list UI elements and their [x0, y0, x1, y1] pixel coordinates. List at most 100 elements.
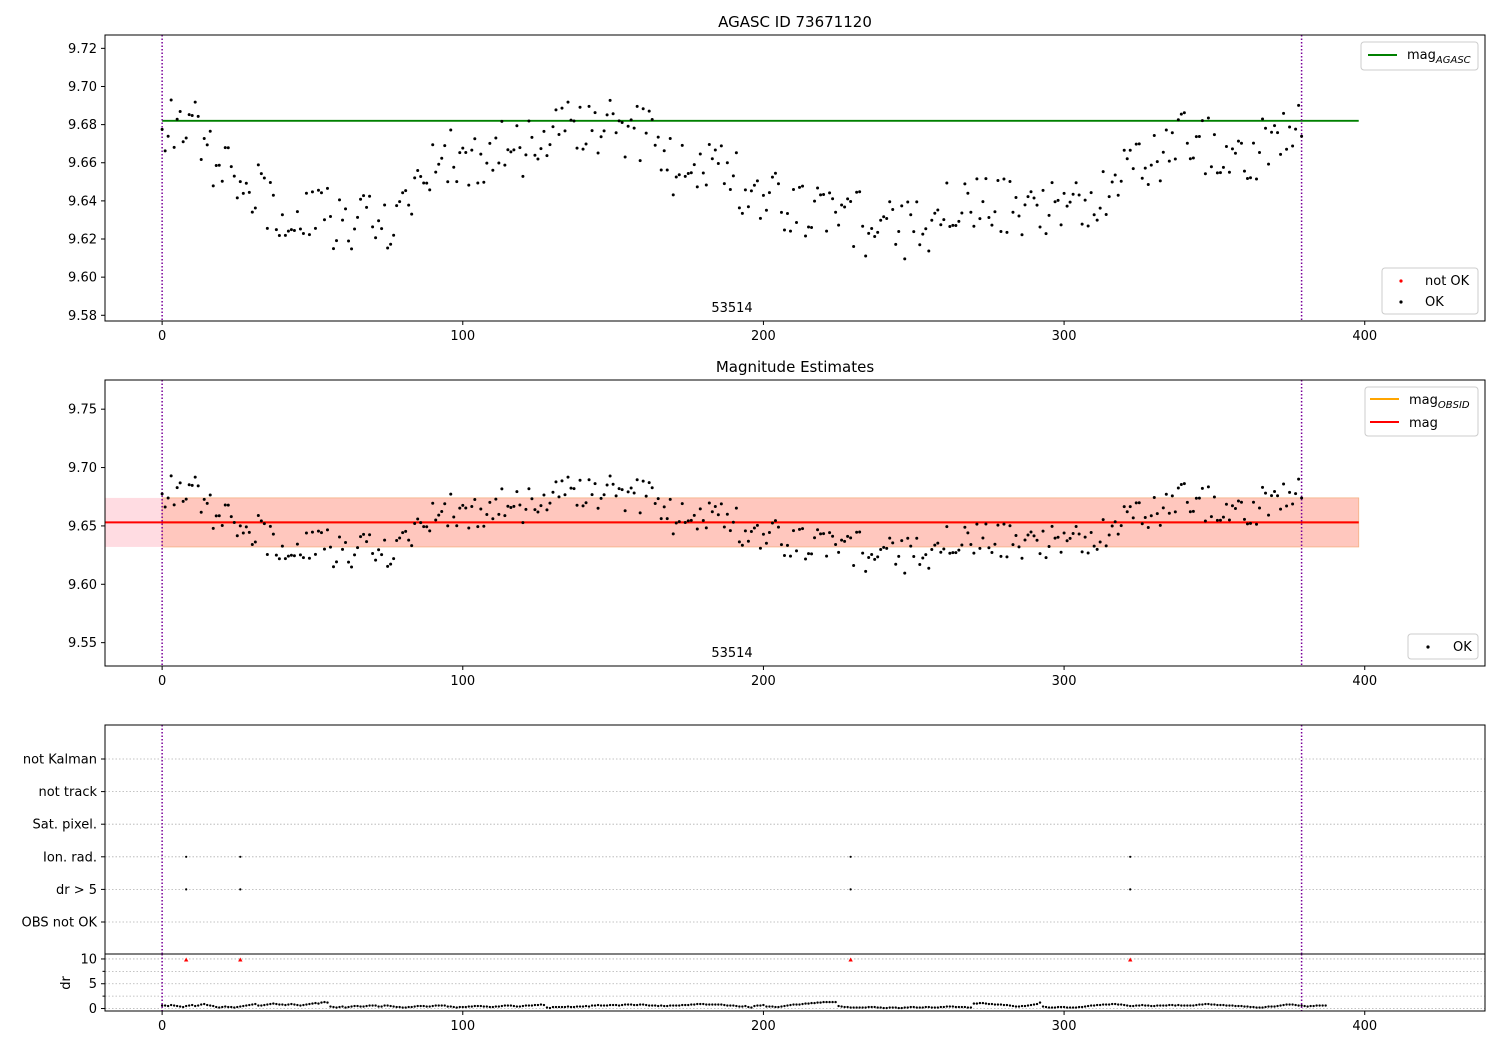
ok-point: [401, 531, 405, 535]
dr-point: [1246, 1005, 1249, 1008]
dr-point: [599, 1004, 603, 1007]
dr-point: [996, 1003, 1000, 1006]
ok-point: [743, 529, 747, 533]
dr-point: [690, 1003, 693, 1006]
ok-point: [906, 200, 910, 204]
dr-point: [434, 1004, 437, 1007]
dr-point: [440, 1004, 443, 1007]
dr-point: [1029, 1003, 1033, 1007]
ok-point: [1086, 224, 1090, 228]
ok-point: [822, 532, 826, 536]
ok-point: [292, 228, 296, 232]
ok-point: [395, 538, 399, 542]
ok-point: [855, 530, 859, 534]
dr-point: [828, 1000, 831, 1004]
ok-point: [316, 188, 320, 192]
x-tick-label: 100: [450, 329, 475, 344]
ok-point: [798, 185, 802, 189]
ok-point: [428, 529, 432, 533]
ok-point: [1282, 111, 1286, 115]
ok-point: [425, 181, 429, 185]
ok-point: [593, 111, 597, 115]
ok-point: [1242, 517, 1246, 521]
dr-point: [190, 1003, 194, 1007]
x-tick-label: 400: [1352, 1019, 1377, 1034]
ok-point: [969, 210, 973, 214]
ok-point: [551, 125, 555, 129]
ok-point: [524, 153, 528, 157]
dr-point: [266, 1003, 269, 1006]
ok-point: [557, 495, 561, 499]
dr-point: [554, 1005, 558, 1009]
ok-point: [1248, 521, 1252, 525]
dr-point: [212, 1004, 215, 1008]
ok-point: [244, 181, 248, 185]
dr-point: [993, 1003, 997, 1006]
dr-point: [239, 1005, 242, 1008]
ok-point: [1068, 536, 1072, 540]
ok-point: [515, 490, 519, 494]
ok-point: [644, 131, 648, 135]
ok-point: [581, 504, 585, 508]
dr-point: [1315, 1004, 1318, 1007]
ok-point: [629, 486, 633, 490]
ok-point: [1044, 232, 1048, 236]
dr-point: [482, 1005, 486, 1008]
dr-point: [419, 1004, 422, 1008]
ok-point: [268, 524, 272, 528]
ok-point: [807, 225, 811, 229]
dr-point: [302, 1003, 305, 1007]
dr-point: [233, 1006, 236, 1009]
dr-point: [1168, 1003, 1171, 1007]
dr-point: [852, 1006, 855, 1009]
ok-point: [1131, 516, 1135, 520]
ok-point: [1152, 496, 1156, 500]
ok-point: [193, 475, 197, 479]
ok-point: [199, 510, 203, 514]
ok-point: [319, 531, 323, 535]
y-tick-label: 9.60: [68, 271, 97, 286]
ok-point: [770, 175, 774, 179]
ok-point: [184, 497, 188, 501]
ok-point: [903, 257, 907, 261]
ok-point: [458, 506, 462, 510]
ok-point: [536, 157, 540, 161]
dr-point: [693, 1003, 696, 1006]
dr-point: [1306, 1005, 1309, 1008]
ok-point: [692, 163, 696, 167]
ok-point: [1092, 213, 1096, 217]
ok-point: [344, 207, 348, 211]
ok-point: [825, 229, 829, 233]
ok-point: [782, 228, 786, 232]
ok-point: [1008, 179, 1012, 183]
ok-point: [596, 151, 600, 155]
dr-point: [954, 1005, 958, 1009]
ok-point: [374, 236, 378, 240]
ok-point: [924, 553, 928, 557]
ok-point: [244, 525, 248, 529]
ok-point: [614, 494, 618, 498]
ok-point: [1197, 134, 1201, 138]
ok-point: [662, 505, 666, 509]
ok-point: [214, 514, 218, 518]
ok-point: [933, 543, 937, 547]
dr-point: [744, 1004, 747, 1008]
ok-point: [864, 569, 868, 573]
ok-point: [166, 496, 170, 500]
dr-point: [530, 1004, 534, 1007]
ok-point: [957, 219, 961, 223]
ok-point: [671, 193, 675, 197]
ok-point: [740, 211, 744, 215]
ok-point: [419, 521, 423, 525]
ok-point: [223, 503, 227, 507]
dr-point: [1321, 1004, 1324, 1007]
ok-point: [542, 493, 546, 497]
dr-point: [641, 1003, 645, 1006]
dr-point: [287, 1003, 290, 1006]
magnitude-points: [160, 474, 1304, 575]
dr-point: [410, 1005, 413, 1009]
ok-point: [347, 239, 351, 243]
ok-point: [1239, 141, 1243, 145]
ok-point: [650, 486, 654, 490]
